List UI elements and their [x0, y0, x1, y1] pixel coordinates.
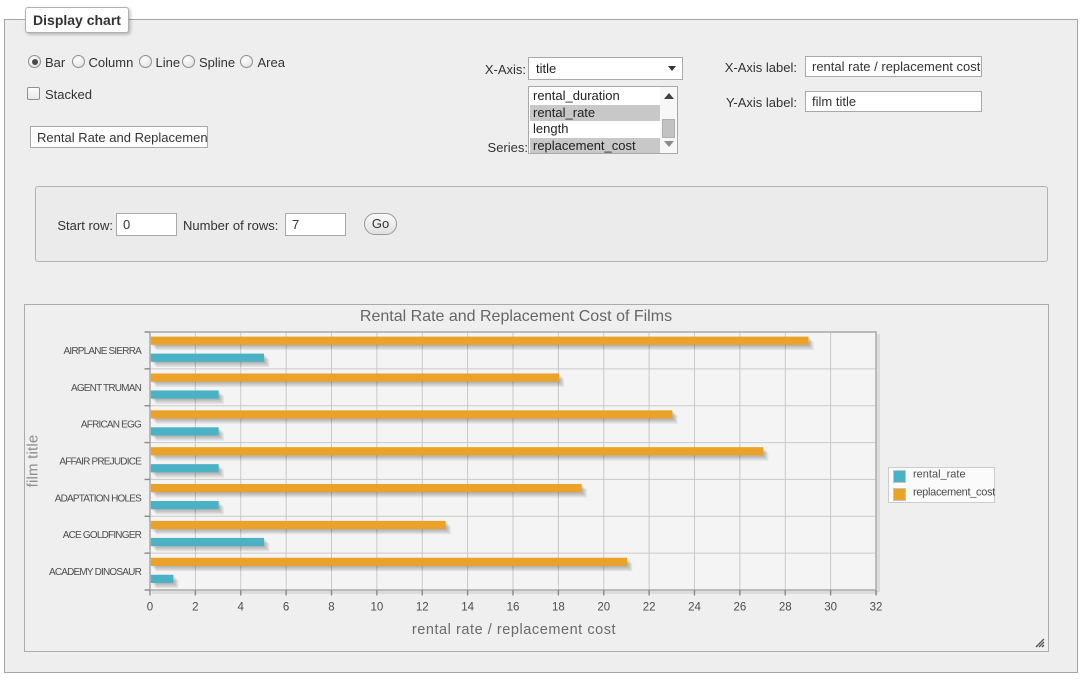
svg-text:ADAPTATION HOLES: ADAPTATION HOLES	[55, 493, 142, 504]
svg-text:AFFAIR PREJUDICE: AFFAIR PREJUDICE	[59, 457, 142, 468]
svg-text:20: 20	[597, 602, 610, 614]
svg-text:ACADEMY DINOSAUR: ACADEMY DINOSAUR	[49, 567, 142, 578]
svg-text:8: 8	[328, 602, 334, 614]
svg-text:12: 12	[416, 602, 429, 614]
svg-text:18: 18	[552, 602, 565, 614]
svg-text:6: 6	[283, 602, 289, 614]
svg-text:replacement_cost: replacement_cost	[913, 487, 995, 499]
svg-text:AGENT TRUMAN: AGENT TRUMAN	[71, 383, 142, 394]
svg-text:AIRPLANE SIERRA: AIRPLANE SIERRA	[64, 346, 143, 357]
svg-text:30: 30	[824, 602, 837, 614]
svg-text:0: 0	[147, 602, 153, 614]
svg-text:24: 24	[688, 602, 701, 614]
svg-text:10: 10	[370, 602, 383, 614]
svg-text:26: 26	[733, 602, 746, 614]
svg-text:28: 28	[779, 602, 792, 614]
svg-text:14: 14	[461, 602, 474, 614]
svg-text:AFRICAN EGG: AFRICAN EGG	[81, 420, 142, 431]
svg-text:16: 16	[507, 602, 520, 614]
svg-text:Rental Rate and Replacement Co: Rental Rate and Replacement Cost of Film…	[360, 308, 672, 325]
svg-text:32: 32	[870, 602, 883, 614]
svg-text:22: 22	[643, 602, 656, 614]
svg-text:2: 2	[192, 602, 198, 614]
svg-text:rental_rate: rental_rate	[913, 469, 966, 481]
svg-text:4: 4	[238, 602, 245, 614]
svg-text:ACE GOLDFINGER: ACE GOLDFINGER	[63, 530, 142, 541]
svg-text:film title: film title	[25, 435, 42, 488]
svg-text:rental rate / replacement cost: rental rate / replacement cost	[412, 622, 616, 638]
